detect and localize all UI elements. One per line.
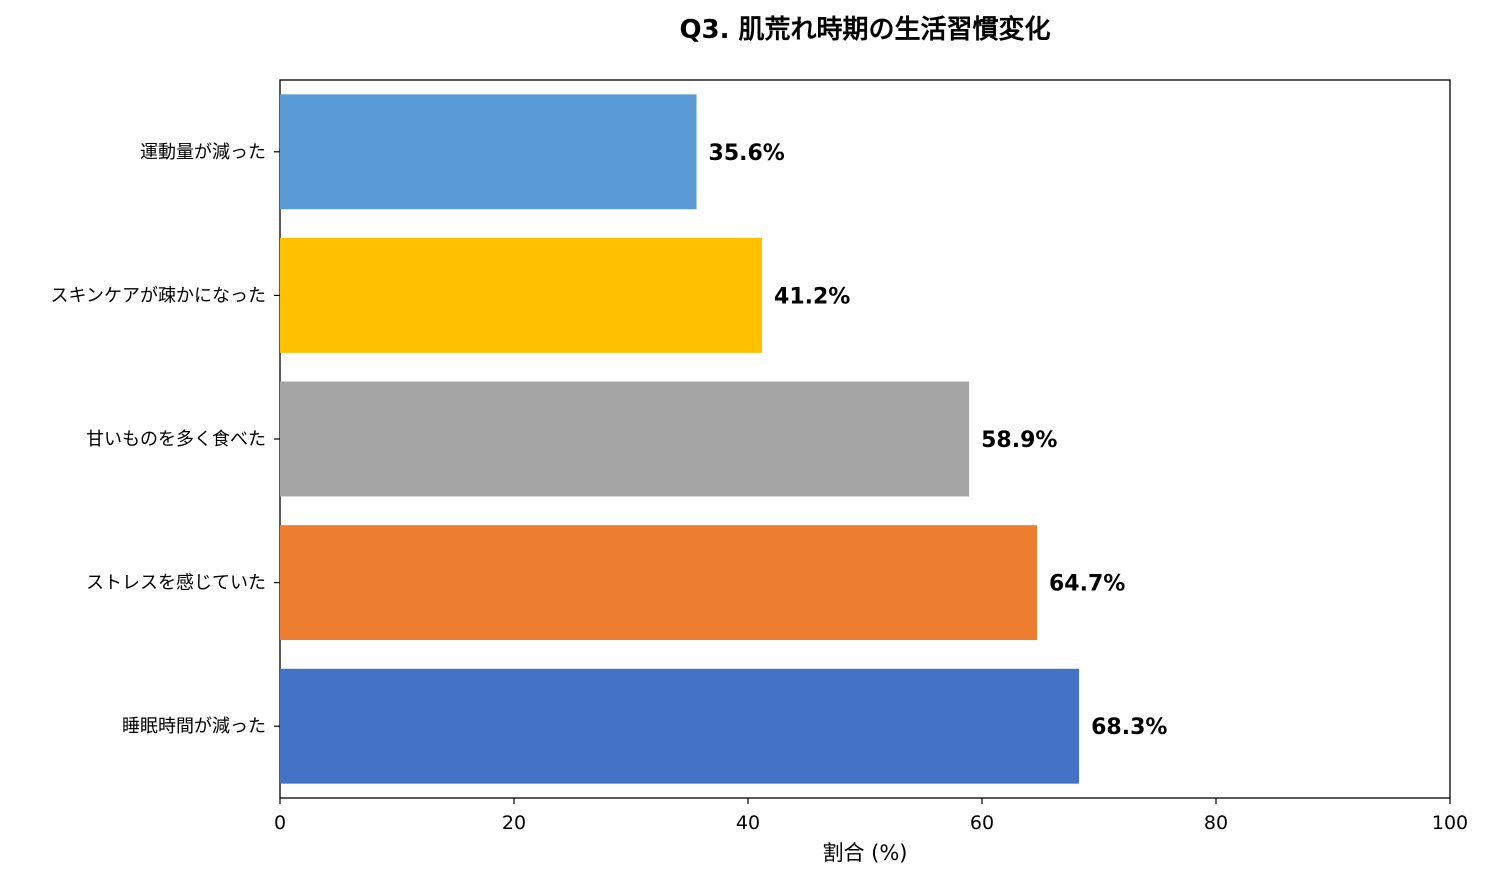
y-tick-label: 睡眠時間が減った (122, 716, 266, 737)
bar (280, 381, 970, 497)
y-tick-label: ストレスを感じていた (86, 573, 266, 594)
x-tick-label: 100 (1432, 812, 1468, 834)
y-tick-label: 運動量が減った (140, 142, 266, 163)
x-tick-label: 60 (970, 812, 994, 834)
x-tick-label: 40 (736, 812, 760, 834)
bar (280, 525, 1037, 641)
y-tick-label: 甘いものを多く食べた (86, 429, 266, 450)
x-tick-label: 20 (502, 812, 526, 834)
data-label: 41.2% (774, 284, 850, 309)
x-tick-label: 0 (274, 812, 286, 834)
data-label: 64.7% (1049, 572, 1125, 597)
y-tick-label: スキンケアが疎かになった (51, 285, 266, 306)
bar (280, 94, 697, 210)
x-tick-label: 80 (1204, 812, 1228, 834)
chart-title: Q3. 肌荒れ時期の生活習慣変化 (679, 14, 1050, 45)
bar (280, 237, 763, 353)
data-label: 35.6% (709, 141, 785, 166)
data-label: 68.3% (1091, 715, 1167, 740)
data-label: 58.9% (981, 428, 1057, 453)
x-axis-label: 割合 (%) (822, 841, 907, 865)
bar (280, 668, 1080, 784)
